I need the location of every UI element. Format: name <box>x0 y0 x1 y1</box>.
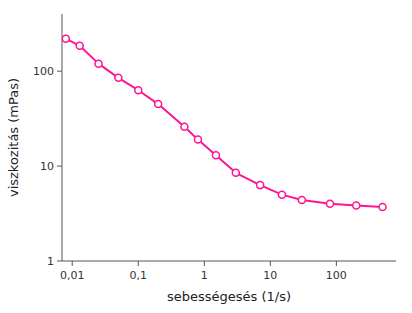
data-point <box>95 60 102 67</box>
y-tick <box>57 71 62 72</box>
x-tick <box>204 261 205 266</box>
x-tick-label: 100 <box>326 269 347 282</box>
y-axis-label: viszkozitás (mPas) <box>6 78 21 197</box>
y-tick <box>57 166 62 167</box>
x-tick <box>138 261 139 266</box>
x-tick-label: 0,01 <box>60 269 85 282</box>
data-point <box>62 35 69 42</box>
data-point <box>135 87 142 94</box>
x-axis-line <box>62 261 396 262</box>
y-tick-label: 100 <box>33 65 54 78</box>
data-point <box>115 74 122 81</box>
data-point <box>181 123 188 130</box>
data-point <box>232 169 239 176</box>
chart: 0,01 0,1 1 10 100 1 10 100 sebességesés (1/s) vis… <box>0 0 412 313</box>
data-line <box>66 39 383 207</box>
data-point <box>298 196 305 203</box>
data-point <box>194 136 201 143</box>
x-tick-label: 0,1 <box>130 269 148 282</box>
data-point <box>379 204 386 211</box>
data-point <box>278 191 285 198</box>
data-point <box>212 152 219 159</box>
plot-area <box>62 35 386 210</box>
x-tick <box>336 261 337 266</box>
data-point <box>353 202 360 209</box>
x-axis-label: sebességesés (1/s) <box>167 289 291 304</box>
y-tick <box>57 261 62 262</box>
y-tick-label: 1 <box>47 255 54 268</box>
x-tick <box>270 261 271 266</box>
data-point <box>76 42 83 49</box>
x-tick-label: 10 <box>263 269 277 282</box>
x-tick-label: 1 <box>201 269 208 282</box>
x-tick <box>72 261 73 266</box>
data-point <box>155 101 162 108</box>
data-point <box>257 182 264 189</box>
chart-container: 0,01 0,1 1 10 100 1 10 100 sebességesés (1/s) vis… <box>0 0 412 313</box>
y-axis-line <box>62 14 63 261</box>
y-tick-label: 10 <box>40 160 54 173</box>
data-point <box>326 200 333 207</box>
